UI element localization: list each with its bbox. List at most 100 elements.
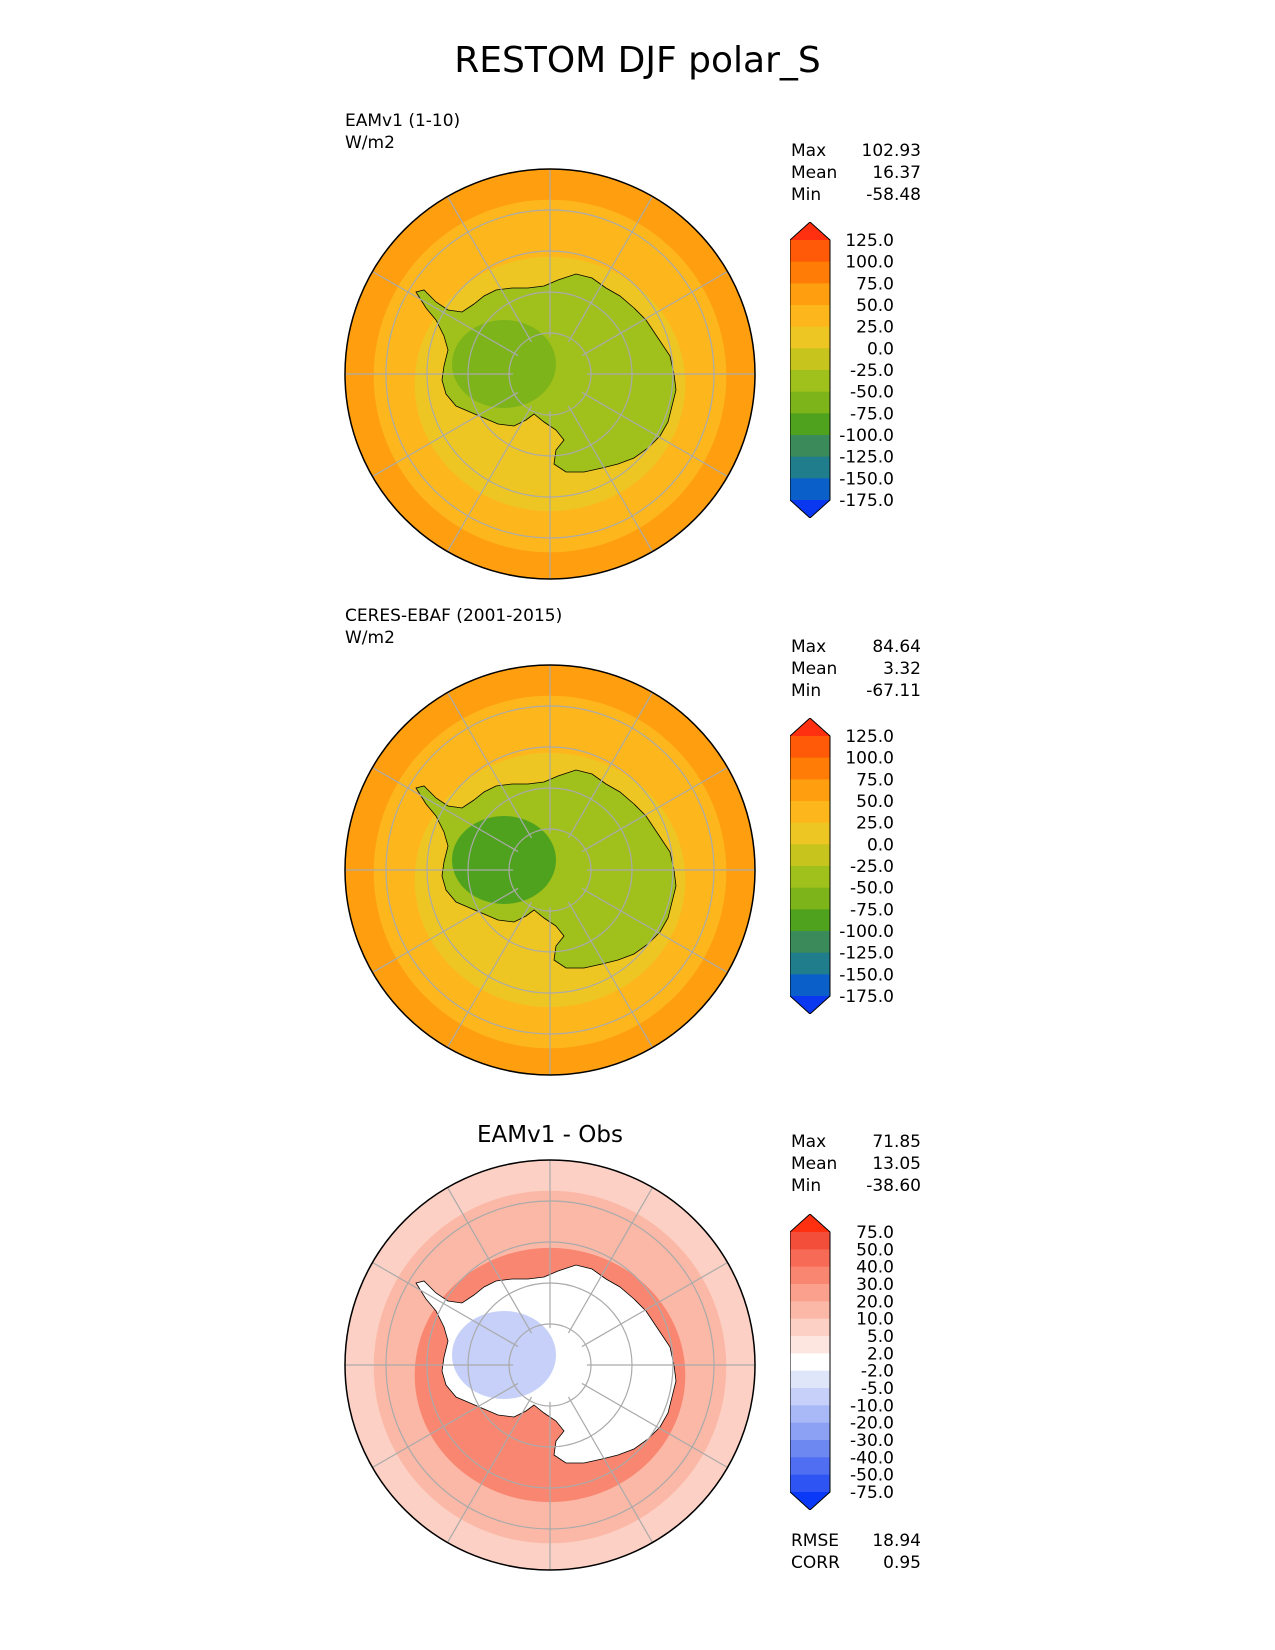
map-fields [345,1160,755,1570]
map-boundary [344,664,756,1076]
stat-min-value: -58.48 [866,185,921,205]
stat-min-value: -38.60 [866,1176,921,1196]
colorbar-segment [790,757,830,780]
west-continent-field [452,816,556,904]
colorbar-tick-label: -150.0 [839,469,894,489]
map-boundary [344,1159,756,1571]
colorbar-outline [790,1214,831,1510]
meridian-line [372,391,519,478]
coastline [415,769,677,969]
colorbar-segment [790,1440,830,1458]
colorbar-tick-label: -150.0 [839,965,894,985]
colorbar-tick-label: 30.0 [856,1275,894,1295]
coastline [415,1264,677,1464]
colorbar-segment [790,478,830,501]
panel-1-header: EAMv1 (1-10) W/m2 [345,110,460,154]
meridian-line [581,391,728,478]
panel-1-stats: Max 102.93 Mean 16.37 Min -58.48 [791,140,921,206]
colorbar-tick-label: 50.0 [856,792,894,812]
meridian-line [581,1261,728,1348]
colorbar-segment [790,326,830,349]
meridian-line [446,1396,533,1543]
stat-min-value: -67.11 [866,681,921,701]
panel-2-title: CERES-EBAF (2001-2015) [345,606,563,626]
colorbar-tick-label: 5.0 [867,1327,894,1347]
colorbar-tick-label: 50.0 [856,296,894,316]
stat-mean-value: 3.32 [883,659,921,679]
colorbar-segment [790,305,830,328]
corr-value: 0.95 [883,1553,921,1573]
colorbar-segment [790,736,830,759]
colorbar-upper-extend [790,718,830,736]
colorbar-segment [790,1284,830,1302]
colorbar-segment [790,801,830,824]
colorbar-segment [790,370,830,393]
colorbar-segment [790,779,830,802]
colorbar-segment [790,1336,830,1354]
meridian-line [567,196,654,343]
meridian-line [567,405,654,552]
colorbar-tick-label: 75.0 [856,1223,894,1243]
colorbar-tick-label: -25.0 [850,857,894,877]
meridian-line [446,692,533,839]
stat-mean-label: Mean [791,659,838,679]
panel-2-stats: Max 84.64 Mean 3.32 Min -67.11 [791,636,921,702]
colorbar-difference: 75.050.040.030.020.010.05.02.0-2.0-5.0-1… [790,1214,894,1510]
meridian-line [581,887,728,974]
stat-max-label: Max [791,1132,827,1152]
polar-map-difference [344,1159,756,1571]
colorbar-segment [790,1422,830,1441]
colorbar-segment [790,1266,830,1285]
corr-label: CORR [791,1553,840,1573]
meridian-line [446,405,533,552]
colorbar-tick-label: -50.0 [850,879,894,899]
colorbar-tick-label: -50.0 [850,1466,894,1486]
colorbar-tick-label: 100.0 [845,253,894,273]
colorbar-tick-label: -10.0 [850,1396,894,1416]
meridian-line [581,766,728,853]
panel-3-title: EAMv1 - Obs [477,1122,623,1148]
colorbar-outline [790,718,831,1014]
stat-max-label: Max [791,141,827,161]
polar-map-obs [344,664,756,1076]
colorbar-tick-label: 10.0 [856,1310,894,1330]
meridian-line [446,196,533,343]
colorbar-tick-label: -125.0 [839,448,894,468]
meridian-line [372,270,519,357]
stat-mean-label: Mean [791,163,838,183]
colorbar-lower-extend [790,1492,830,1510]
colorbar-tick-label: -40.0 [850,1448,894,1468]
stat-max-value: 71.85 [872,1132,921,1152]
colorbar-segment [790,1405,830,1424]
colorbar-segment [790,1301,830,1320]
stat-max-value: 102.93 [861,141,921,161]
colorbar-tick-label: -75.0 [850,404,894,424]
colorbar-tick-label: 40.0 [856,1258,894,1278]
panel-3-stats: Max 71.85 Mean 13.05 Min -38.60 [791,1131,921,1197]
west-continent-field [452,320,556,408]
colorbar-segment [790,391,830,414]
panel-2-header: CERES-EBAF (2001-2015) W/m2 [345,605,562,649]
meridian-line [567,901,654,1048]
colorbar-segment [790,413,830,436]
colorbar-tick-label: 75.0 [856,770,894,790]
colorbar-tick-label: -100.0 [839,426,894,446]
colorbar-segment [790,952,830,975]
colorbar-segment [790,1232,830,1250]
meridian-line [567,692,654,839]
meridian-line [446,1187,533,1334]
colorbar-tick-label: -25.0 [850,361,894,381]
meridian-line [372,1261,519,1348]
colorbar-segment [790,822,830,845]
colorbar-tick-label: 0.0 [867,835,894,855]
colorbar-tick-label: -175.0 [839,987,894,1007]
colorbar-segment [790,1353,830,1372]
colorbar-segment [790,435,830,458]
colorbar-segment [790,240,830,263]
colorbar-segment [790,1370,830,1389]
polar-map-model [344,168,756,580]
meridian-line [567,1187,654,1334]
map-fields [345,665,755,1075]
colorbar-tick-label: 50.0 [856,1240,894,1260]
figure-title: RESTOM DJF polar_S [454,40,821,81]
